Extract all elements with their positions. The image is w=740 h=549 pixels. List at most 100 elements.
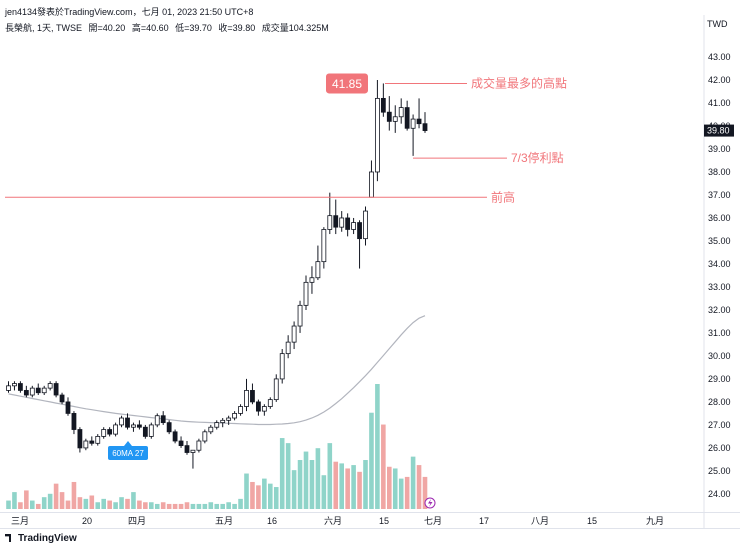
candle-body (267, 399, 273, 407)
candle-body (279, 353, 285, 380)
candle-body (178, 440, 184, 447)
volume-bar (143, 502, 148, 509)
candle-body (250, 390, 255, 403)
volume-bar (387, 466, 392, 509)
y-tick-label: 36.00 (708, 213, 731, 223)
candle-body (410, 118, 416, 129)
volume-bar (89, 495, 95, 509)
volume-bar (422, 476, 428, 509)
x-tick-label: 八月 (531, 516, 549, 526)
candle-body (172, 431, 178, 442)
candle-body (202, 431, 208, 442)
candles (6, 79, 428, 469)
volume-bar (149, 502, 154, 509)
volume-bar (208, 502, 214, 509)
x-tick-label: 五月 (215, 516, 233, 526)
volume-bar (369, 412, 374, 509)
volume-bar (131, 492, 136, 509)
x-tick-label: 四月 (128, 516, 146, 526)
candle-body (17, 383, 23, 391)
candle-body (83, 440, 89, 449)
x-tick-label: 15 (587, 516, 597, 526)
volume-bar (250, 481, 255, 509)
candle-body (339, 217, 345, 228)
candle-body (380, 97, 386, 113)
volume-bar (297, 460, 303, 509)
candle-body (333, 215, 339, 228)
candle-body (95, 436, 101, 444)
volume-bar (232, 503, 237, 509)
currency-label: TWD (707, 19, 728, 29)
volume-bar (357, 471, 362, 509)
last-price-label: 39.80 (707, 126, 730, 136)
volume-bar (137, 500, 142, 509)
y-tick-label: 25.00 (708, 466, 731, 476)
volume-bar (65, 500, 71, 509)
volume-bar (285, 443, 291, 509)
stop-profit-label: 7/3停利點 (511, 150, 564, 165)
volume-bar (214, 503, 220, 509)
volume-bar (351, 465, 356, 509)
volume-bar (256, 485, 261, 509)
candle-body (12, 383, 17, 387)
candle-body (71, 413, 77, 430)
candle-body (35, 387, 41, 394)
candle-body (107, 429, 113, 435)
volume-bar (24, 490, 29, 509)
candle-body (136, 424, 142, 428)
last-price-tag (704, 124, 734, 137)
max-volume-high-label: 成交量最多的高點 (471, 75, 567, 90)
volume-bar (238, 498, 243, 509)
volume-bar (268, 483, 273, 509)
candle-body (303, 281, 309, 306)
volume-bar (262, 478, 267, 509)
candle-body (23, 390, 29, 396)
volume-value: 成交量104.325M (261, 23, 329, 33)
volume-bar (291, 470, 297, 509)
candle-body (392, 116, 398, 122)
candle-body (29, 387, 35, 396)
volume-bar (125, 498, 130, 509)
candle-body (214, 422, 220, 428)
candle-body (65, 401, 71, 414)
tradingview-brand[interactable]: TradingView (5, 533, 77, 544)
candle-body (386, 111, 392, 122)
candle-body (125, 417, 130, 428)
candle-body (261, 406, 267, 412)
candle-body (404, 107, 410, 129)
symbol-info: 長榮航, 1天, TWSE 開=40.20 高=40.60 低=39.70 收=… (5, 21, 333, 34)
x-tick-label: 六月 (324, 515, 342, 526)
candle-body (113, 424, 118, 435)
candle-body (374, 97, 380, 173)
candle-body (220, 419, 226, 424)
volume-bar (47, 493, 53, 509)
candle-body (273, 378, 279, 401)
volume-bar (18, 502, 23, 509)
y-tick-label: 42.00 (708, 75, 731, 85)
candle-body (208, 426, 214, 433)
candle-body (53, 383, 59, 396)
published-by: jen4134發表於TradingView.com，七月 01, 2023 21… (5, 7, 254, 17)
candle-body (142, 426, 148, 437)
candle-body (309, 277, 315, 283)
volume-bar (77, 497, 83, 509)
volume-bar (339, 463, 344, 509)
volume-bar (345, 468, 350, 509)
ma-label-pointer (124, 441, 132, 446)
high-value: 高=40.60 (131, 23, 169, 33)
volume-bar (303, 451, 309, 509)
volume-bar (375, 384, 380, 509)
candle-body (321, 229, 327, 263)
y-tick-label: 29.00 (708, 374, 731, 384)
volume-bar (160, 502, 166, 509)
x-tick-label: 20 (82, 516, 92, 526)
candle-body (154, 415, 160, 426)
prev-high-label: 前高 (491, 189, 515, 204)
volume-bar (202, 503, 208, 509)
y-tick-label: 32.00 (708, 305, 731, 315)
volume-bar (178, 503, 184, 509)
volume-bar (71, 481, 77, 509)
candle-body (327, 215, 333, 230)
volume-bar (184, 502, 190, 509)
